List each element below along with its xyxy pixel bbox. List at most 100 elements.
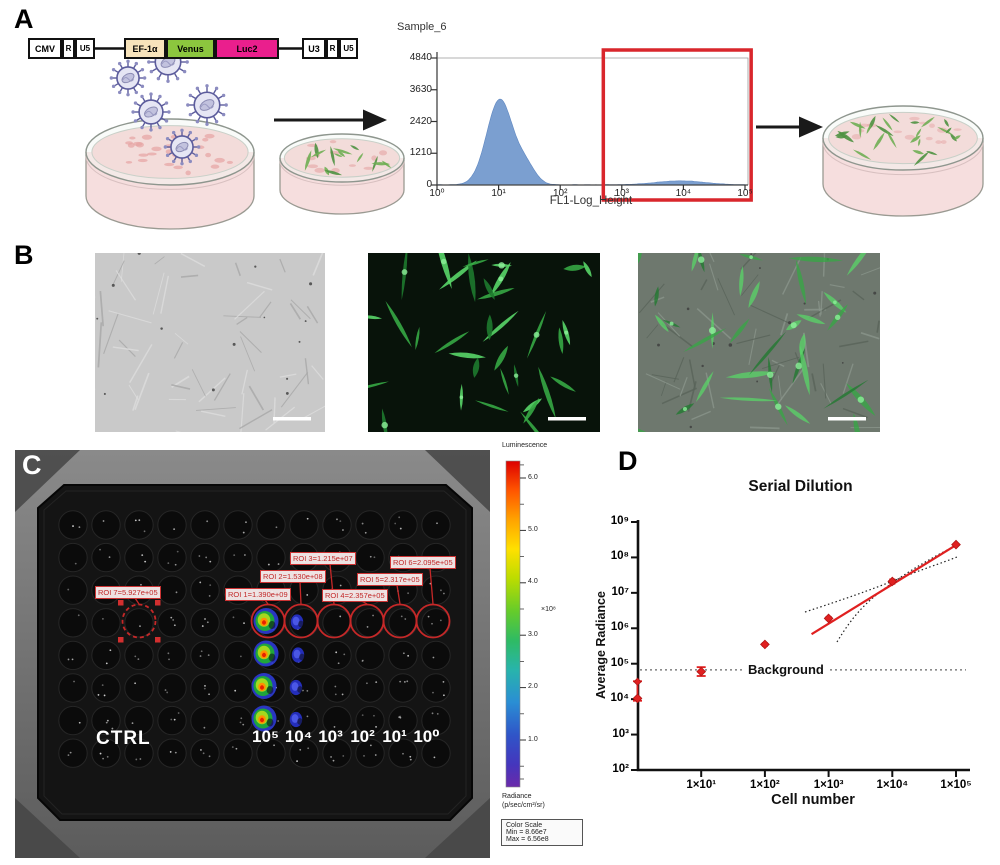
virus-spike-tip <box>117 61 122 66</box>
fluorescent-cell <box>795 259 807 305</box>
roi-value-label: ROI 5=2.317e+05 <box>357 573 423 586</box>
cell-texture <box>829 284 845 289</box>
well <box>190 510 220 540</box>
well-glint <box>97 694 100 696</box>
well-glint <box>108 556 111 559</box>
culture-dish-sorted <box>822 105 984 217</box>
speckle <box>379 150 388 156</box>
well-glint <box>200 650 203 653</box>
cell-texture <box>120 253 125 282</box>
blob-notch <box>266 686 274 694</box>
debris-dot <box>750 253 753 256</box>
virus-rna <box>144 110 158 116</box>
speckle <box>940 140 947 145</box>
cell-texture <box>239 331 262 354</box>
serial-x-tick-label: 1×10² <box>750 779 780 791</box>
fluorescent-bright-spot <box>749 255 753 260</box>
well-glint <box>394 522 397 525</box>
well-glint <box>363 754 365 757</box>
well-glint <box>443 592 445 595</box>
fluorescent-cell <box>683 328 727 352</box>
cell-texture <box>645 373 681 390</box>
well <box>58 738 88 768</box>
fluorescent-cell <box>729 318 750 344</box>
roi-value-label: ROI 7=5.927e+05 <box>95 586 161 599</box>
speckle <box>137 158 148 163</box>
virus-spike-tip <box>195 86 200 91</box>
cell-texture <box>191 369 206 397</box>
virus-rna <box>122 77 134 82</box>
cell-texture <box>740 253 757 270</box>
cell-texture <box>842 363 854 394</box>
well-glint <box>174 563 177 566</box>
well-glint <box>106 719 109 722</box>
virus-spike-tip <box>171 130 176 135</box>
construct-segment-u3: U3 <box>302 38 326 59</box>
green-cell <box>888 113 900 123</box>
fluorescent-cell <box>538 366 556 419</box>
fluorescent-bright-spot <box>834 314 841 321</box>
virus-icon <box>163 128 201 166</box>
well-glint <box>243 554 246 556</box>
photo-corner-shade <box>15 798 80 858</box>
speckle <box>185 170 191 176</box>
colorbar-tick-label: 4.0 <box>528 578 538 586</box>
cell-texture <box>306 305 319 324</box>
fluorescent-cell <box>739 265 744 297</box>
well-glint <box>335 651 338 654</box>
speckle <box>133 141 143 146</box>
construct-segment-r: R <box>326 38 339 59</box>
virus-spike-tip <box>134 61 139 66</box>
well-glint <box>442 680 445 683</box>
well <box>58 673 88 703</box>
cell-texture <box>661 322 694 348</box>
well-glint <box>334 693 337 696</box>
cell-texture <box>822 363 827 399</box>
debris-dot <box>286 377 289 380</box>
blob-blue-core <box>291 682 299 691</box>
colorbar-tick-label: 2.0 <box>528 683 538 691</box>
dish-wall-line <box>279 161 405 186</box>
fluorescent-cell <box>368 315 383 320</box>
speckle <box>307 164 319 169</box>
well-glint <box>443 694 445 697</box>
virus-icon <box>109 59 147 97</box>
well-glint <box>375 681 378 684</box>
well-glint <box>306 689 309 692</box>
speckle <box>173 165 183 170</box>
green-cell <box>915 128 922 138</box>
fluorescent-cell <box>385 301 412 348</box>
well <box>421 640 451 671</box>
well-glint <box>170 616 173 619</box>
well-glint <box>404 618 407 620</box>
well <box>322 738 352 768</box>
cell-texture <box>777 375 782 401</box>
serial-y-tick-label: 10⁶ <box>610 621 629 634</box>
color-scale-box: Color Scale Min = 8.66e7 Max = 6.56e8 <box>501 819 583 846</box>
well <box>256 738 286 768</box>
well-glint <box>432 656 435 659</box>
cell-texture <box>820 291 823 315</box>
well-glint <box>200 749 202 751</box>
flow-y-tick-label: 1210 <box>409 147 432 159</box>
well <box>190 542 220 573</box>
cell-texture <box>241 369 248 395</box>
well-glint <box>277 720 280 722</box>
virus-spike-tip <box>149 128 153 132</box>
well-glint <box>369 555 372 558</box>
well-glint <box>369 744 372 747</box>
well-glint <box>245 521 247 524</box>
cell-texture <box>174 333 189 345</box>
well-glint <box>201 625 204 627</box>
cell-texture <box>115 270 137 301</box>
dish-wall-line <box>822 142 984 176</box>
well <box>157 542 187 573</box>
virus-spike-tip <box>221 112 226 117</box>
well-glint <box>106 755 109 758</box>
luminescence-blob-weak <box>289 711 303 728</box>
well-glint <box>109 649 112 652</box>
colorbar-gradient <box>505 460 521 788</box>
well-glint <box>427 615 430 618</box>
green-cell <box>926 151 938 156</box>
